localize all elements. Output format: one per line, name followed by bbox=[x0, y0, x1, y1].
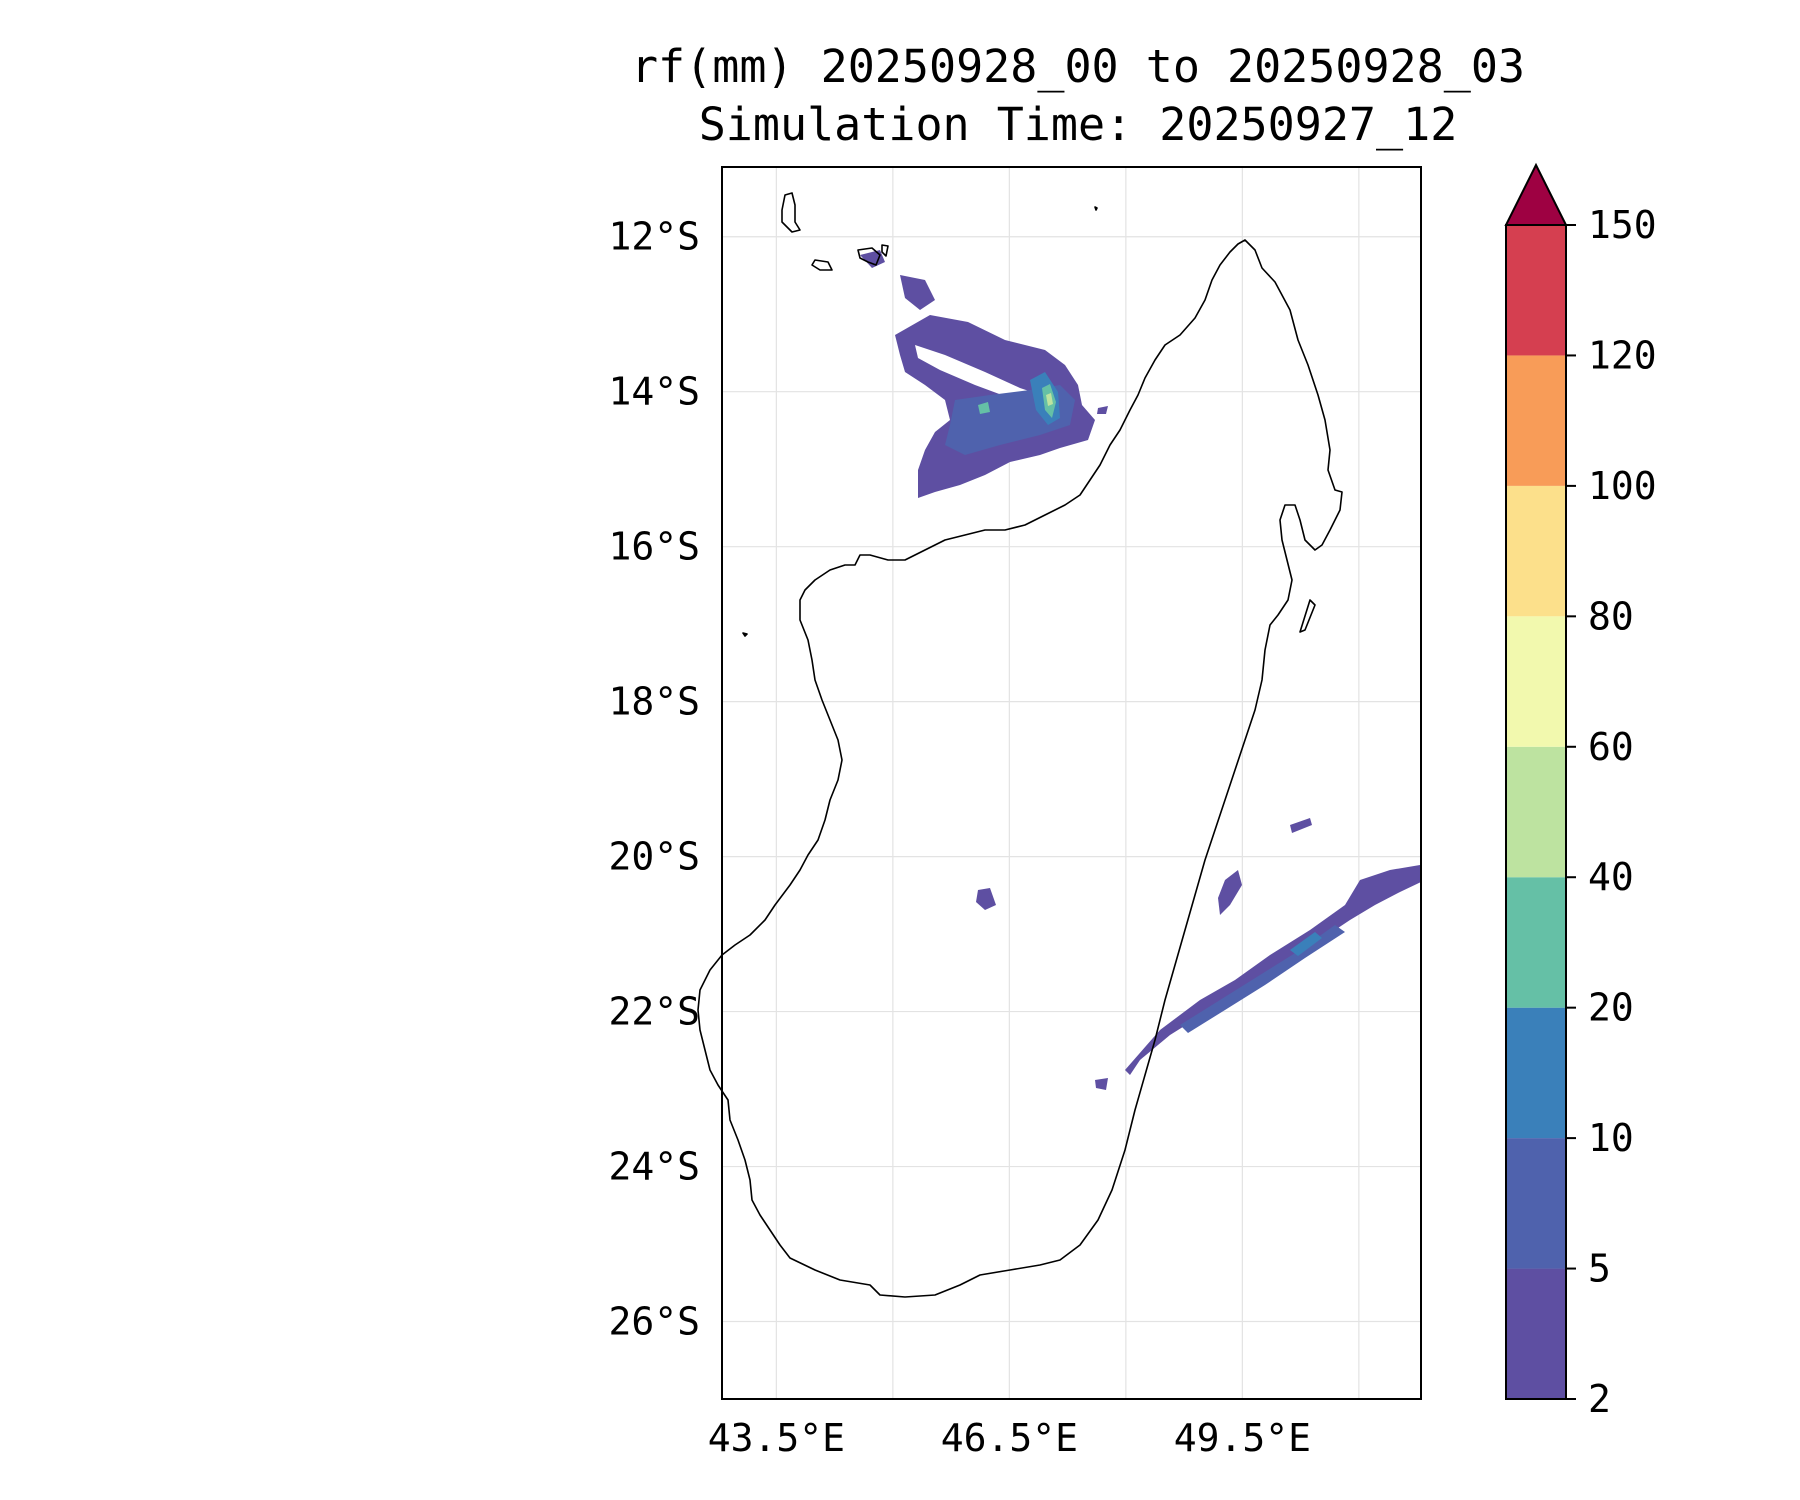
madagascar-coastline bbox=[697, 239, 1343, 1298]
colorbar-tick-label: 5 bbox=[1588, 1247, 1611, 1291]
map-frame bbox=[721, 166, 1422, 1400]
tiny-island-north bbox=[1094, 206, 1098, 211]
colorbar-tick-label: 40 bbox=[1588, 855, 1634, 899]
southeast-rain-patch-1 bbox=[1218, 870, 1242, 915]
colorbar-segment bbox=[1506, 877, 1566, 1008]
southeast-rain-patch-3 bbox=[1095, 1078, 1108, 1090]
tiny-island-west bbox=[742, 632, 748, 637]
lat-tick-label: 18°S bbox=[608, 680, 700, 724]
colorbar-tick-label: 60 bbox=[1588, 725, 1634, 769]
title-line-1: rf(mm) 20250928_00 to 20250928_03 bbox=[631, 40, 1525, 93]
latitude-tick-labels: 12°S 14°S 16°S 18°S 20°S 22°S 24°S 26°S bbox=[608, 215, 700, 1344]
colorbar-tick-label: 120 bbox=[1588, 333, 1657, 377]
colorbar-tick-label: 10 bbox=[1588, 1116, 1634, 1160]
longitude-tick-labels: 43.5°E 46.5°E 49.5°E bbox=[708, 1416, 1311, 1460]
lat-tick-label: 16°S bbox=[608, 525, 700, 569]
rain-areas bbox=[860, 250, 1421, 1090]
lon-tick-label: 43.5°E bbox=[708, 1416, 845, 1460]
comoros-island-3 bbox=[857, 247, 881, 266]
lat-tick-label: 12°S bbox=[608, 215, 700, 259]
colorbar-tick-label: 80 bbox=[1588, 594, 1634, 638]
map-panel bbox=[697, 167, 1421, 1399]
northwest-rain-peak-2 bbox=[978, 402, 990, 414]
southeast-rain-core bbox=[1290, 932, 1322, 956]
colorbar-tick-label: 100 bbox=[1588, 464, 1657, 508]
lat-tick-label: 14°S bbox=[608, 370, 700, 414]
lat-tick-label: 24°S bbox=[608, 1145, 700, 1189]
colorbar-segment bbox=[1506, 485, 1566, 617]
title-line-2: Simulation Time: 20250927_12 bbox=[699, 98, 1458, 151]
colorbar-segment bbox=[1506, 1138, 1566, 1269]
southeast-rain-inner bbox=[1180, 925, 1345, 1033]
colorbar-segment bbox=[1506, 225, 1566, 356]
northwest-rain-fragment-2 bbox=[900, 275, 935, 310]
northwest-rain-fragment-3 bbox=[1097, 406, 1108, 414]
colorbar-tick-label: 20 bbox=[1588, 986, 1634, 1030]
central-rain-patch bbox=[976, 888, 996, 910]
colorbar-outline bbox=[1505, 224, 1567, 1400]
colorbar: 2 5 10 20 40 60 80 100 120 150 bbox=[1504, 162, 1657, 1421]
map-background bbox=[722, 167, 1421, 1399]
northwest-rain-max bbox=[1046, 393, 1053, 406]
comoros-island-1 bbox=[781, 192, 801, 233]
lat-tick-label: 26°S bbox=[608, 1300, 700, 1344]
colorbar-segment bbox=[1506, 616, 1566, 747]
mayotte-island bbox=[881, 244, 889, 257]
colorbar-tick-label: 2 bbox=[1588, 1377, 1611, 1421]
lat-tick-label: 20°S bbox=[608, 835, 700, 879]
colorbar-segment bbox=[1506, 746, 1566, 878]
colorbar-segment bbox=[1506, 1268, 1566, 1399]
comoros-island-2 bbox=[811, 259, 833, 271]
lat-tick-label: 22°S bbox=[608, 990, 700, 1034]
colorbar-segment bbox=[1506, 1007, 1566, 1139]
colorbar-segment bbox=[1506, 355, 1566, 486]
nosy-boraha-island bbox=[1299, 599, 1316, 633]
colorbar-extend-max bbox=[1504, 162, 1568, 226]
southeast-rain-patch-2 bbox=[1290, 818, 1312, 833]
colorbar-tick-label: 150 bbox=[1588, 203, 1657, 247]
southeast-rain-band bbox=[1125, 865, 1421, 1075]
lon-tick-label: 49.5°E bbox=[1174, 1416, 1311, 1460]
lon-tick-label: 46.5°E bbox=[941, 1416, 1078, 1460]
